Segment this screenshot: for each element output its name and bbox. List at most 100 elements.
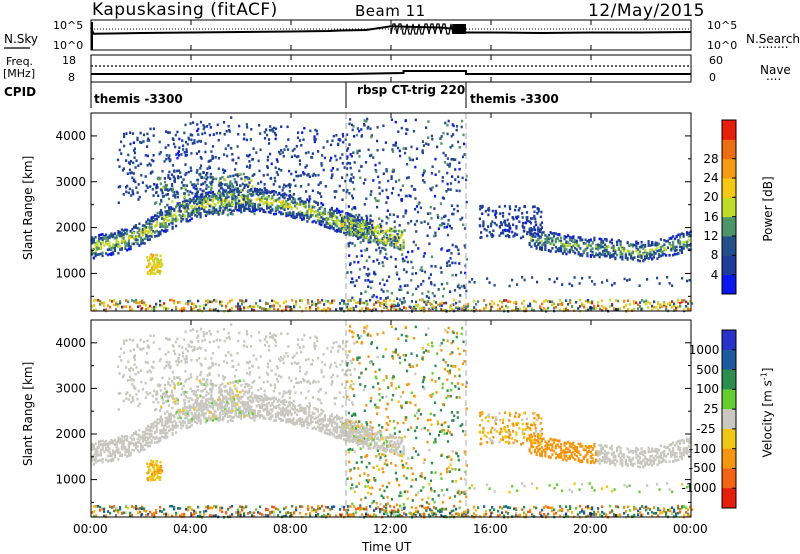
power-cell — [615, 299, 618, 302]
power-cell — [198, 173, 201, 176]
power-cell — [131, 189, 134, 192]
power-cell — [567, 241, 570, 244]
power-cell — [533, 242, 536, 246]
power-cell — [115, 234, 118, 238]
power-cell — [544, 248, 547, 251]
velocity-cell — [143, 430, 146, 434]
power-cell — [322, 168, 325, 172]
power-cell — [673, 252, 676, 256]
power-cell — [479, 224, 482, 228]
power-cell — [428, 276, 431, 280]
power-cell — [264, 201, 267, 204]
power-cell — [399, 244, 402, 247]
power-cell — [330, 225, 333, 228]
power-cell — [329, 215, 332, 218]
power-cell — [110, 235, 113, 238]
velocity-cell — [224, 411, 227, 414]
velocity-cell — [105, 448, 108, 452]
power-cell — [430, 188, 433, 192]
power-cell — [679, 240, 682, 243]
power-cell — [309, 211, 312, 215]
power-cell — [316, 132, 319, 136]
velocity-cell — [129, 441, 132, 444]
power-cell — [255, 192, 258, 196]
power-cell — [344, 138, 347, 141]
velocity-cell — [171, 428, 174, 432]
power-cell — [299, 203, 302, 206]
power-cell — [210, 190, 213, 194]
power-cell — [225, 196, 228, 200]
power-cell — [490, 233, 493, 236]
power-cell — [449, 290, 452, 293]
power-cell — [148, 162, 151, 166]
power-cell — [314, 174, 317, 177]
power-cell — [485, 303, 488, 307]
power-cell — [345, 225, 348, 228]
power-cell — [579, 298, 582, 302]
power-cell — [355, 255, 358, 258]
power-cell — [205, 178, 208, 181]
power-cell — [164, 188, 167, 191]
power-cell — [108, 234, 111, 237]
power-cell — [236, 201, 239, 205]
velocity-cell — [127, 445, 130, 449]
power-cell — [683, 299, 686, 302]
velocity-cell — [211, 405, 214, 408]
power-cell — [157, 231, 160, 234]
power-cell — [325, 299, 328, 303]
velocity-cell — [262, 404, 265, 407]
power-cell — [311, 156, 314, 159]
power-cell — [184, 173, 187, 177]
power-cell — [182, 148, 185, 151]
power-cell — [103, 234, 106, 238]
power-cell — [400, 288, 403, 291]
power-cell — [311, 220, 314, 224]
velocity-cell — [143, 438, 146, 442]
velocity-cell — [159, 436, 162, 440]
power-cell — [108, 252, 111, 256]
power-cell — [405, 307, 408, 310]
power-cell — [164, 226, 167, 230]
power-cell — [457, 140, 460, 144]
power-cell — [339, 229, 342, 233]
power-cell — [187, 219, 190, 223]
power-cell — [257, 207, 260, 210]
velocity-cell — [201, 402, 204, 405]
power-cell — [288, 211, 291, 214]
power-cell — [679, 236, 682, 239]
power-cell — [110, 232, 113, 235]
velocity-cell — [213, 415, 216, 418]
power-cell — [161, 228, 164, 232]
power-cell — [584, 248, 587, 252]
power-cell — [356, 225, 359, 228]
power-cell — [342, 224, 345, 227]
power-cell — [219, 186, 222, 190]
power-cell — [204, 150, 207, 154]
power-cell — [672, 243, 675, 246]
velocity-cell — [241, 400, 244, 404]
power-cell — [357, 230, 360, 233]
power-cell — [263, 137, 267, 140]
power-cell — [601, 304, 604, 308]
power-cell — [401, 308, 404, 312]
power-cell — [166, 219, 169, 222]
power-cell — [368, 231, 371, 234]
power-cell — [146, 265, 149, 269]
power-cell — [162, 225, 165, 228]
power-cell — [440, 142, 443, 145]
velocity-cell — [141, 448, 144, 451]
power-cell — [353, 230, 356, 233]
power-cell — [387, 237, 390, 241]
power-cell — [323, 209, 326, 212]
power-cell — [327, 213, 330, 216]
power-cell — [244, 176, 247, 179]
power-cell — [621, 255, 624, 259]
power-cell — [417, 247, 420, 250]
power-cell — [97, 298, 100, 302]
power-cell — [219, 192, 222, 196]
power-cell — [153, 272, 157, 275]
power-cell — [311, 303, 314, 307]
velocity-cell — [246, 404, 249, 408]
power-cell — [663, 243, 666, 246]
power-cell — [307, 183, 310, 186]
